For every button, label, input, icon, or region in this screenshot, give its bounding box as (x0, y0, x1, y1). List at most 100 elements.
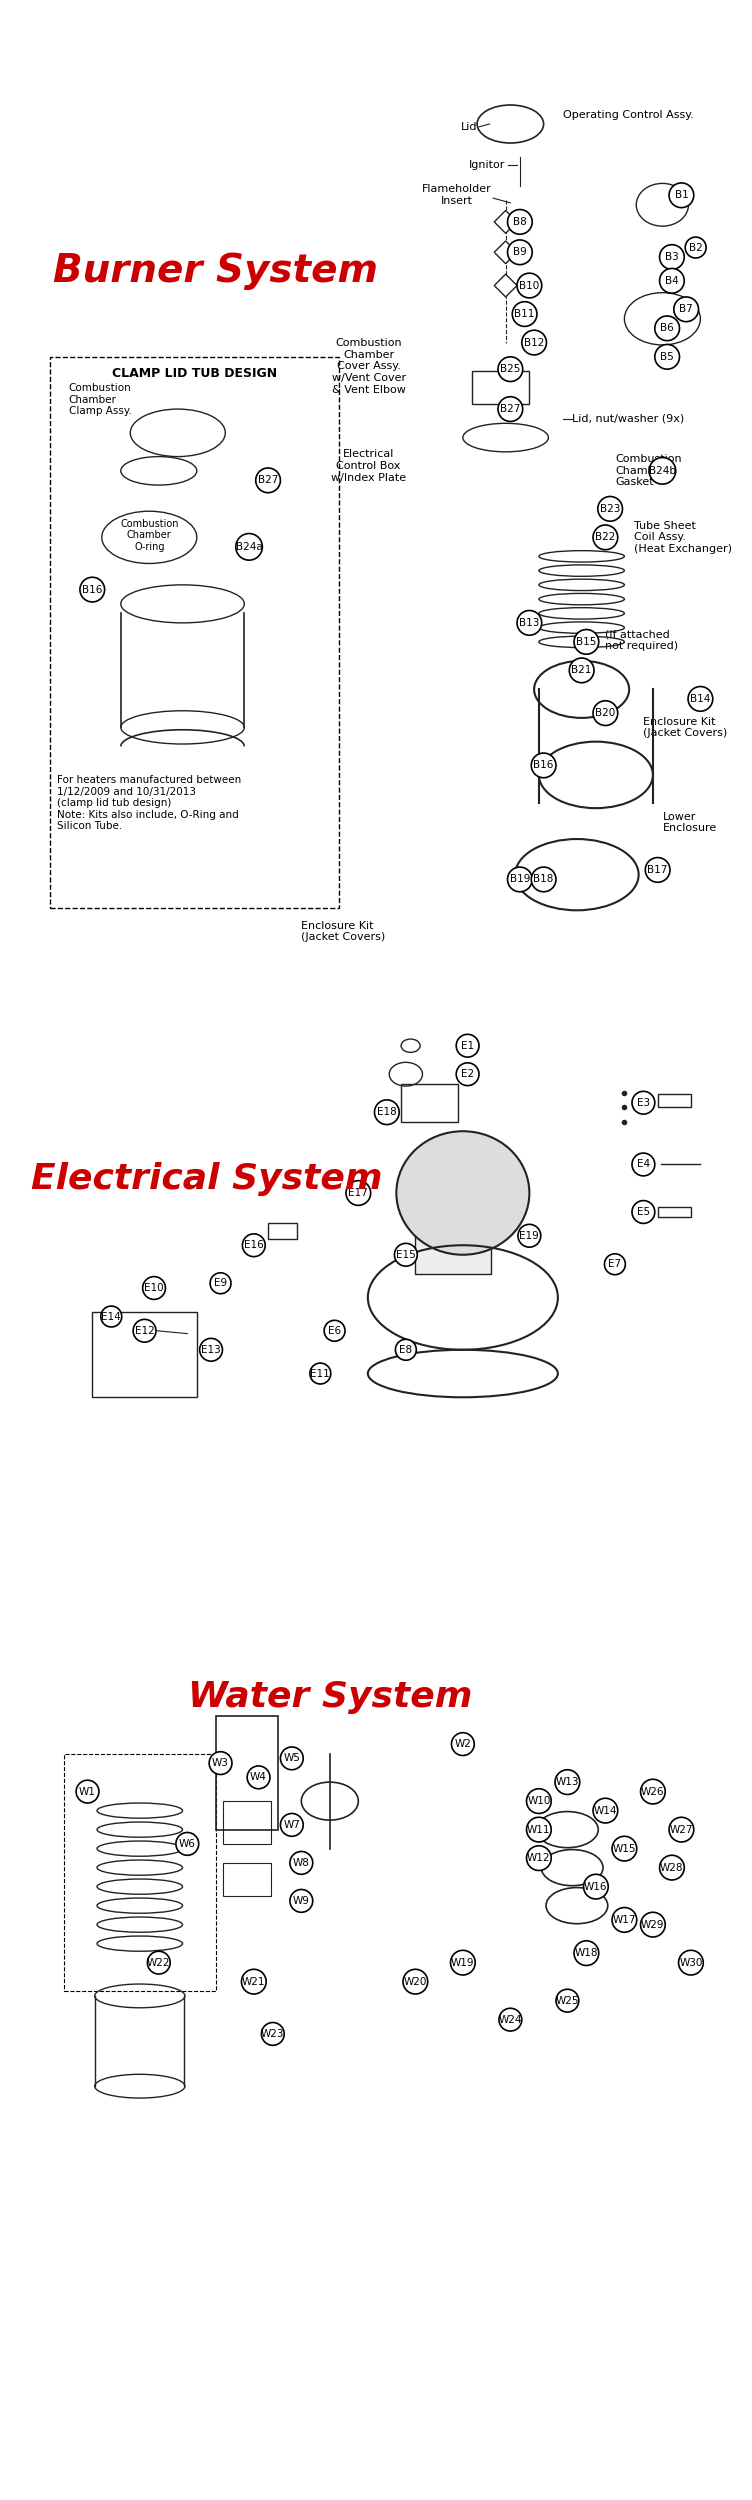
Circle shape (531, 867, 556, 892)
Circle shape (526, 1790, 551, 1812)
Polygon shape (494, 240, 517, 262)
Circle shape (498, 398, 523, 422)
Text: B4: B4 (665, 275, 679, 285)
Circle shape (101, 1305, 122, 1328)
Text: W19: W19 (451, 1958, 475, 1968)
Text: B25: B25 (500, 365, 520, 375)
Circle shape (688, 688, 713, 710)
Text: W11: W11 (527, 1825, 550, 1835)
Circle shape (526, 1818, 551, 1842)
Text: Electrical System: Electrical System (31, 1162, 382, 1195)
Circle shape (669, 1818, 694, 1842)
Circle shape (324, 1320, 345, 1340)
Text: W29: W29 (641, 1920, 665, 1930)
Text: (if attached
not required): (if attached not required) (605, 630, 678, 650)
Text: W2: W2 (454, 1740, 472, 1750)
Circle shape (508, 240, 532, 265)
Text: W13: W13 (556, 1778, 579, 1788)
Circle shape (498, 357, 523, 382)
Text: E18: E18 (377, 1108, 397, 1118)
Ellipse shape (396, 1130, 529, 1255)
Circle shape (649, 458, 676, 485)
Circle shape (512, 302, 537, 328)
Text: Flameholder
Insert: Flameholder Insert (422, 185, 491, 205)
Circle shape (374, 1100, 399, 1125)
Text: E13: E13 (202, 1345, 221, 1355)
Text: CLAMP LID TUB DESIGN: CLAMP LID TUB DESIGN (112, 368, 277, 380)
Text: B23: B23 (600, 505, 620, 515)
Text: Combustion
Chamber
Gasket: Combustion Chamber Gasket (615, 455, 681, 488)
Text: B5: B5 (660, 352, 674, 362)
Circle shape (403, 1970, 428, 1995)
Text: W9: W9 (293, 1895, 310, 1905)
Text: Burner System: Burner System (53, 253, 378, 290)
Circle shape (450, 1950, 475, 1975)
Text: W30: W30 (679, 1958, 702, 1968)
Circle shape (236, 532, 262, 560)
Text: W14: W14 (593, 1805, 617, 1815)
Circle shape (660, 268, 684, 292)
Circle shape (242, 1235, 265, 1258)
Text: Electrical
Control Box
w/Index Plate: Electrical Control Box w/Index Plate (331, 450, 406, 482)
Circle shape (584, 1875, 608, 1900)
Text: W15: W15 (613, 1842, 636, 1852)
Text: B16: B16 (82, 585, 102, 595)
Circle shape (310, 1362, 331, 1385)
Text: B17: B17 (647, 865, 668, 875)
Text: W21: W21 (242, 1978, 265, 1988)
Circle shape (280, 1812, 303, 1838)
Text: Combustion
Chamber
Cover Assy.
w/Vent Cover
& Vent Elbow: Combustion Chamber Cover Assy. w/Vent Co… (332, 338, 406, 395)
Text: B20: B20 (596, 707, 616, 717)
Text: E2: E2 (461, 1070, 475, 1080)
Circle shape (605, 1255, 626, 1275)
Text: B3: B3 (665, 253, 679, 262)
Circle shape (645, 858, 670, 882)
Text: Lid, nut/washer (9x): Lid, nut/washer (9x) (572, 412, 684, 422)
Text: E6: E6 (328, 1325, 341, 1335)
Circle shape (632, 1200, 655, 1222)
Circle shape (147, 1950, 170, 1975)
Circle shape (522, 330, 547, 355)
Text: W16: W16 (584, 1882, 608, 1892)
Text: B21: B21 (572, 665, 592, 675)
Text: W24: W24 (499, 2015, 522, 2025)
Text: Enclosure Kit
(Jacket Covers): Enclosure Kit (Jacket Covers) (302, 920, 386, 942)
Text: B27: B27 (500, 405, 520, 415)
Circle shape (262, 2023, 284, 2045)
Circle shape (678, 1950, 703, 1975)
Text: E17: E17 (348, 1188, 368, 1198)
Text: Tube Sheet
Coil Assy.
(Heat Exchanger): Tube Sheet Coil Assy. (Heat Exchanger) (634, 520, 732, 555)
Text: B6: B6 (660, 322, 674, 332)
Text: E1: E1 (461, 1040, 475, 1050)
Text: Lid: Lid (461, 122, 477, 132)
Text: Combustion
Chamber
Clamp Assy.: Combustion Chamber Clamp Assy. (68, 382, 132, 415)
Text: E14: E14 (102, 1312, 121, 1322)
Text: E9: E9 (214, 1278, 227, 1288)
Text: Ignitor: Ignitor (469, 160, 505, 170)
Circle shape (632, 1152, 655, 1175)
Circle shape (80, 578, 105, 602)
Circle shape (395, 1242, 417, 1265)
Circle shape (674, 298, 699, 322)
Circle shape (346, 1180, 371, 1205)
FancyBboxPatch shape (415, 1225, 491, 1275)
Circle shape (593, 700, 617, 725)
Text: B16: B16 (533, 760, 553, 770)
Text: W17: W17 (613, 1915, 636, 1925)
Circle shape (574, 1940, 599, 1965)
Text: E19: E19 (520, 1230, 539, 1240)
Circle shape (508, 867, 532, 892)
Circle shape (499, 2008, 522, 2030)
Circle shape (593, 525, 617, 550)
Text: W5: W5 (284, 1752, 300, 1762)
Text: W26: W26 (641, 1788, 665, 1798)
Text: E12: E12 (135, 1325, 154, 1335)
Circle shape (241, 1970, 266, 1995)
Circle shape (531, 752, 556, 778)
Text: E3: E3 (637, 1098, 650, 1108)
Circle shape (593, 1798, 617, 1822)
Text: Lower
Enclosure: Lower Enclosure (663, 812, 717, 832)
Text: B13: B13 (519, 618, 540, 628)
Text: W8: W8 (293, 1858, 310, 1868)
Text: E10: E10 (144, 1282, 164, 1292)
